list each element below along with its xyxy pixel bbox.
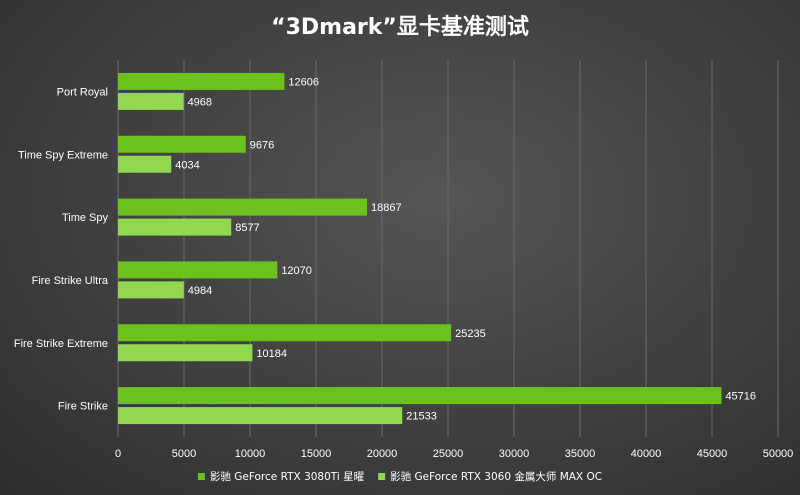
legend-label: 影驰 GeForce RTX 3080Ti 星曜 xyxy=(210,470,364,483)
data-label: 4034 xyxy=(175,159,199,171)
bar-series-2 xyxy=(118,407,403,425)
category-label: Fire Strike Ultra xyxy=(32,275,109,287)
legend-swatch xyxy=(378,473,386,480)
bar-series-1 xyxy=(118,135,246,153)
x-tick-label: 35000 xyxy=(565,448,596,460)
data-label: 25235 xyxy=(455,328,486,340)
data-label: 45716 xyxy=(725,391,756,403)
bar-series-1 xyxy=(118,387,722,405)
x-tick-label: 5000 xyxy=(172,448,196,460)
x-tick-label: 40000 xyxy=(631,448,662,460)
bar-series-1 xyxy=(118,198,368,216)
data-label: 4968 xyxy=(188,96,212,108)
legend-label: 影驰 GeForce RTX 3060 金属大师 MAX OC xyxy=(390,470,602,483)
bar-series-1 xyxy=(118,324,452,342)
legend-swatch xyxy=(197,473,205,480)
bar-series-2 xyxy=(118,344,253,362)
data-label: 10184 xyxy=(256,348,287,360)
x-tick-label: 25000 xyxy=(433,448,464,460)
category-label: Time Spy xyxy=(62,212,109,224)
bar-series-2 xyxy=(118,92,184,110)
data-label: 21533 xyxy=(406,411,437,423)
data-label: 12606 xyxy=(288,76,319,88)
bar-series-2 xyxy=(118,281,184,299)
bar-series-1 xyxy=(118,72,285,90)
data-label: 4984 xyxy=(188,285,212,297)
data-label: 8577 xyxy=(235,222,259,234)
bar-series-2 xyxy=(118,218,232,236)
x-tick-label: 45000 xyxy=(697,448,728,460)
chart-title: “3Dmark”显卡基准测试 xyxy=(271,15,529,40)
data-label: 9676 xyxy=(250,139,274,151)
bar-series-1 xyxy=(118,261,278,279)
x-tick-label: 10000 xyxy=(235,448,266,460)
x-tick-label: 20000 xyxy=(367,448,398,460)
bar-series-2 xyxy=(118,155,172,173)
category-label: Fire Strike Extreme xyxy=(14,338,108,350)
x-tick-label: 0 xyxy=(115,448,121,460)
data-label: 12070 xyxy=(281,265,312,277)
category-label: Time Spy Extreme xyxy=(18,149,108,161)
x-tick-label: 50000 xyxy=(763,448,794,460)
data-label: 18867 xyxy=(371,202,402,214)
category-label: Port Royal xyxy=(57,86,108,98)
x-tick-label: 30000 xyxy=(499,448,530,460)
category-label: Fire Strike xyxy=(58,401,108,413)
x-tick-label: 15000 xyxy=(301,448,332,460)
